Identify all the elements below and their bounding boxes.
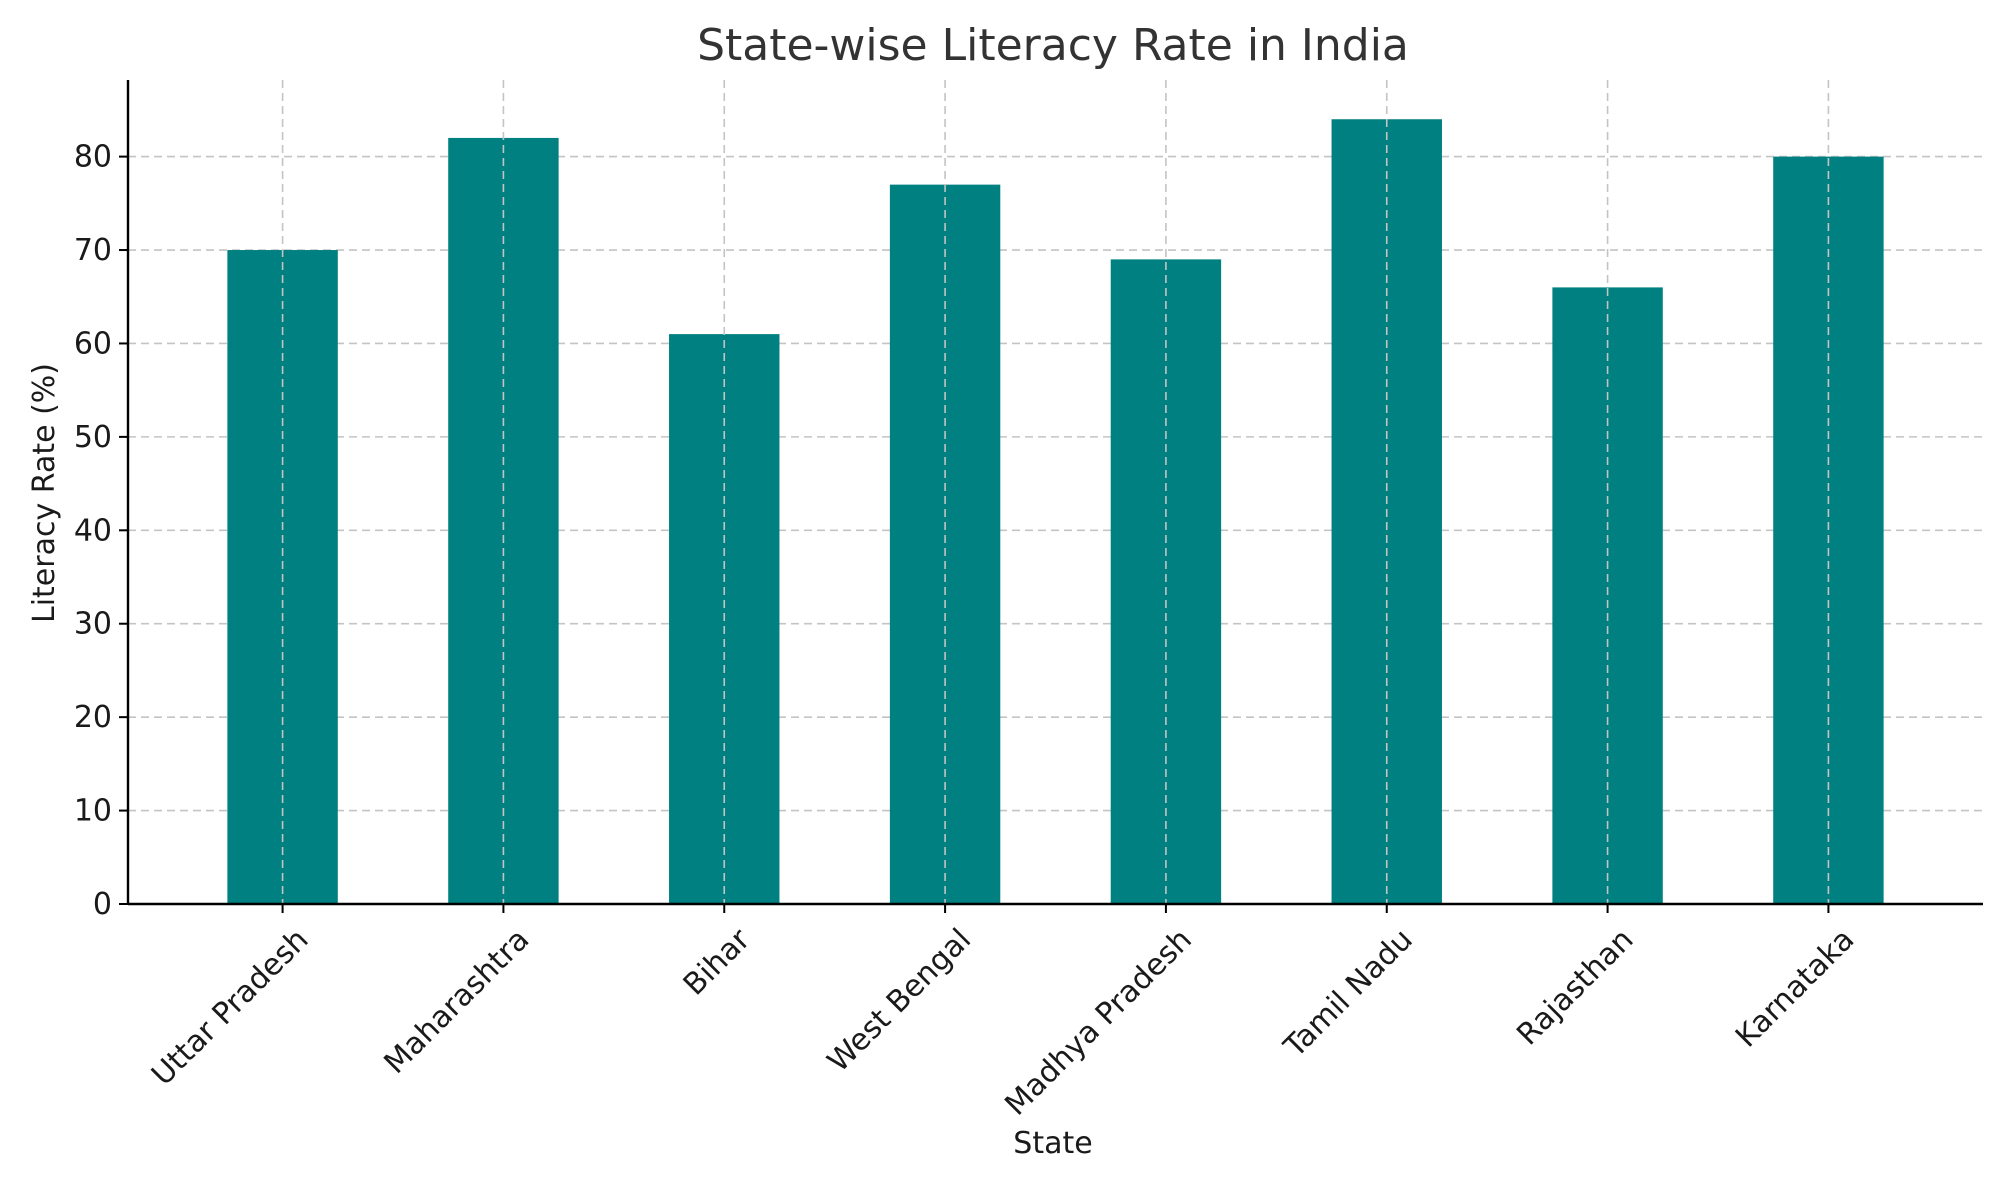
- y-tick-label: 10: [74, 794, 112, 829]
- axes-layer: [119, 80, 1983, 913]
- grid-layer: [128, 155, 1983, 812]
- x-tick-label: West Bengal: [821, 922, 978, 1079]
- y-tick-label: 80: [74, 140, 112, 175]
- x-tick-label: Rajasthan: [1510, 922, 1640, 1052]
- x-tick-label: Madhya Pradesh: [998, 922, 1198, 1122]
- y-tick-label: 50: [74, 420, 112, 455]
- y-axis-label: Literacy Rate (%): [27, 363, 62, 623]
- x-axis-label: State: [1013, 1126, 1092, 1161]
- x-tick-label: Bihar: [677, 922, 758, 1003]
- x-tick-label: Maharashtra: [378, 922, 537, 1081]
- y-tick-label: 0: [93, 887, 112, 922]
- x-tick-label: Uttar Pradesh: [145, 922, 316, 1093]
- y-tick-labels: 0 10 20 30 40 50 60 70 80: [74, 140, 112, 922]
- y-tick-label: 30: [74, 607, 112, 642]
- y-tick-label: 40: [74, 513, 112, 548]
- y-tick-label: 60: [74, 326, 112, 361]
- x-tick-labels: Uttar Pradesh Maharashtra Bihar West Bengal…: [145, 922, 1861, 1123]
- x-tick-label: Karnataka: [1729, 922, 1861, 1054]
- chart-title: State-wise Literacy Rate in India: [697, 20, 1409, 71]
- y-tick-label: 20: [74, 700, 112, 735]
- overlay-grid-layer: [281, 80, 1830, 904]
- bars-layer: [227, 119, 1884, 905]
- y-tick-label: 70: [74, 233, 112, 268]
- x-tick-label: Tamil Nadu: [1277, 922, 1420, 1065]
